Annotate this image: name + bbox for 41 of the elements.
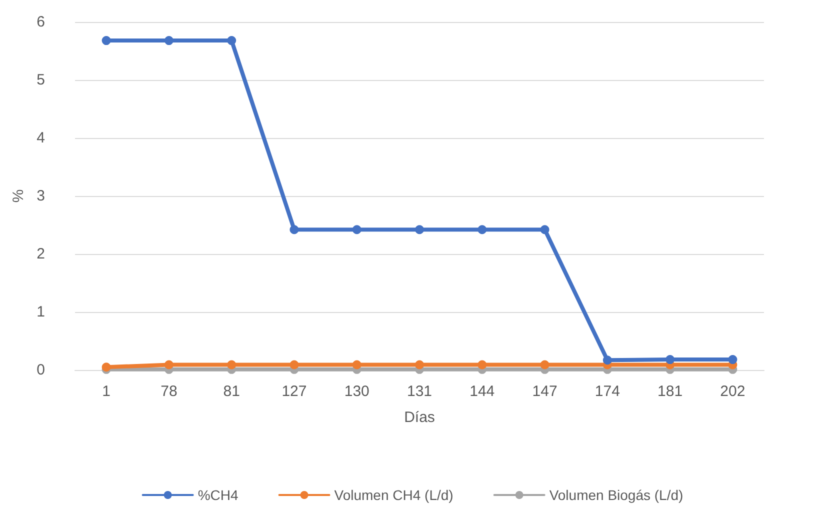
point <box>602 356 612 365</box>
x-tick-label: 81 <box>223 383 240 400</box>
y-tick-label: 1 <box>36 304 45 320</box>
legend-label: %CH4 <box>198 487 238 503</box>
y-tick-label: 6 <box>36 14 45 30</box>
x-axis-title: Días <box>404 409 435 426</box>
point <box>352 225 362 234</box>
x-tick-label: 1 <box>102 383 110 400</box>
y-tick-label: 2 <box>36 246 45 262</box>
x-tick-label: 144 <box>470 383 495 400</box>
point <box>290 225 299 234</box>
point <box>415 225 424 234</box>
x-tick-label: 131 <box>406 383 432 400</box>
y-tick-label: 5 <box>36 72 45 88</box>
legend-label: Volumen CH4 (L/d) <box>334 487 454 503</box>
point <box>540 360 550 370</box>
y-axis-title: % <box>10 189 27 203</box>
x-tick-label: 127 <box>282 383 307 400</box>
point <box>540 225 550 234</box>
point <box>478 360 487 370</box>
x-tick-label: 202 <box>720 383 746 400</box>
point <box>415 360 424 370</box>
y-tick-label: 0 <box>36 362 45 378</box>
y-tick-label: 4 <box>36 130 45 146</box>
point <box>227 360 236 370</box>
point <box>728 355 738 364</box>
legend-label: Volumen Biogás (L/d) <box>549 487 684 503</box>
point <box>666 355 675 364</box>
x-tick-label: 78 <box>160 383 178 400</box>
point <box>352 360 362 370</box>
point <box>164 36 174 46</box>
x-tick-label: 147 <box>532 383 558 400</box>
x-tick-label: 174 <box>594 383 620 400</box>
point <box>290 360 299 370</box>
y-tick-label: 3 <box>36 188 45 204</box>
point <box>478 225 487 234</box>
point <box>164 360 174 370</box>
x-tick-label: 181 <box>658 383 683 400</box>
point <box>102 36 111 46</box>
point <box>227 36 236 46</box>
x-tick-label: 130 <box>344 383 370 400</box>
